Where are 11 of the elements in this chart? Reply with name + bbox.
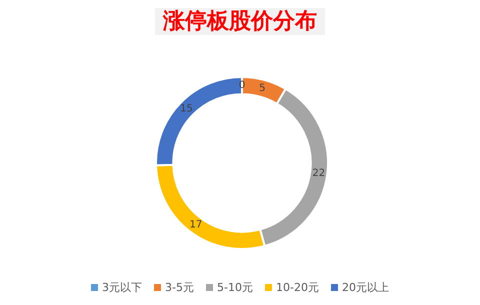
legend-label: 10-20元 bbox=[276, 280, 319, 295]
legend-label: 5-10元 bbox=[217, 280, 253, 295]
legend-label: 20元以上 bbox=[342, 280, 389, 295]
text: 0 bbox=[238, 80, 246, 92]
data-label: 17 bbox=[189, 220, 202, 231]
legend-label: 3元以下 bbox=[102, 280, 142, 295]
data-label: 22 bbox=[312, 168, 326, 179]
data-label: 5 bbox=[259, 82, 266, 94]
data-label: 15 bbox=[180, 104, 193, 115]
legend-label: 3-5元 bbox=[165, 280, 194, 295]
chart-title: 涨停板股价分布 bbox=[155, 8, 325, 35]
